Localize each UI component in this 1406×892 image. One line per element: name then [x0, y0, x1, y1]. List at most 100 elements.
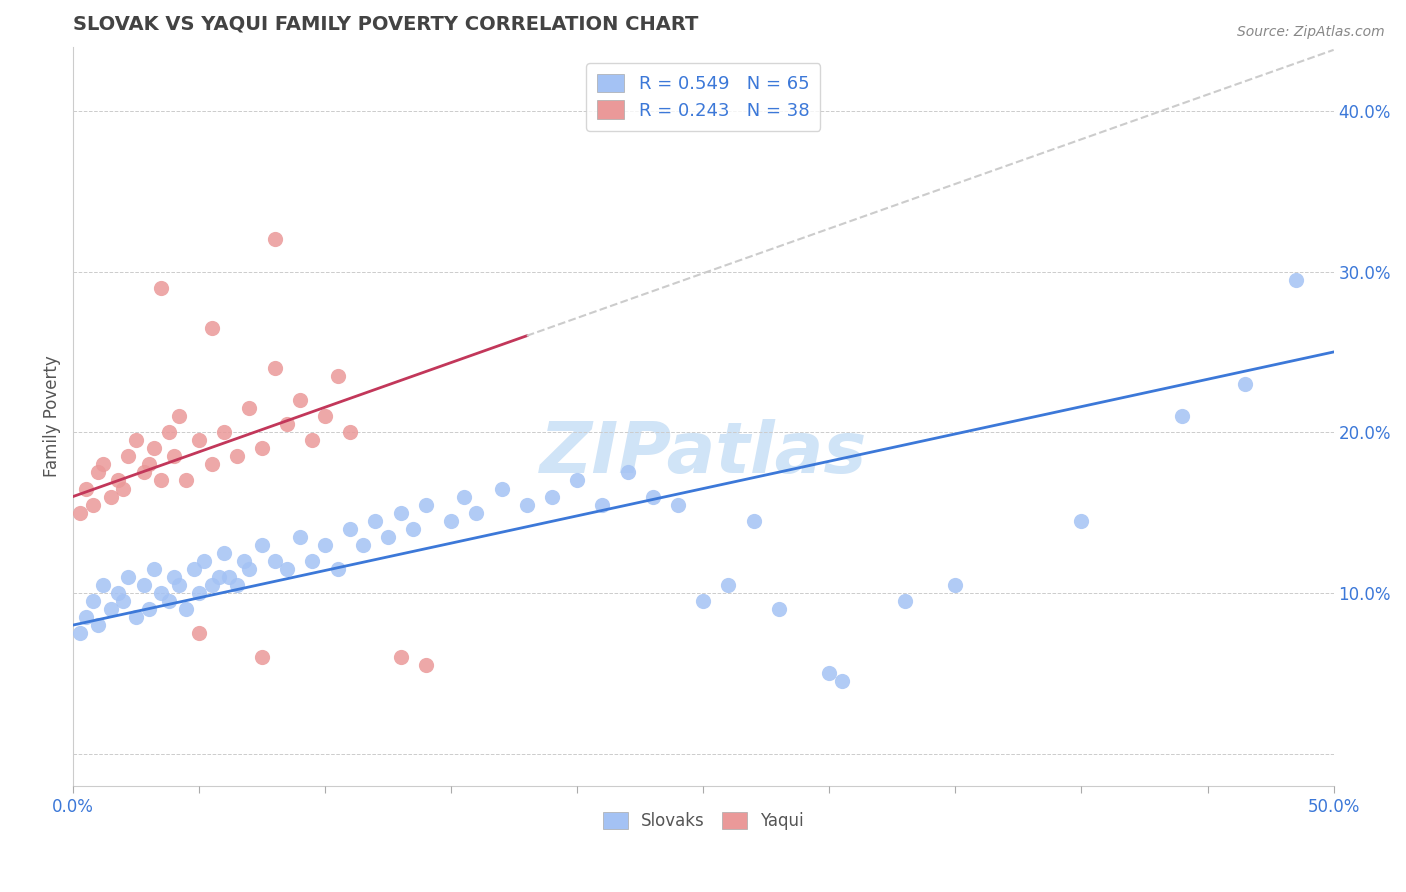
- Point: [150, 281, 173, 295]
- Point: [440, 514, 463, 528]
- Point: [276, 562, 298, 576]
- Point: [250, 442, 273, 456]
- Point: [288, 530, 311, 544]
- Point: [326, 562, 349, 576]
- Point: [138, 602, 160, 616]
- Point: [188, 434, 211, 448]
- Point: [188, 626, 211, 640]
- Point: [82, 594, 104, 608]
- Point: [107, 474, 129, 488]
- Point: [288, 393, 311, 408]
- Point: [491, 482, 513, 496]
- Point: [339, 425, 361, 440]
- Point: [415, 658, 437, 673]
- Point: [616, 466, 638, 480]
- Point: [150, 586, 173, 600]
- Text: ZIPatlas: ZIPatlas: [540, 418, 868, 488]
- Point: [250, 538, 273, 552]
- Text: SLOVAK VS YAQUI FAMILY POVERTY CORRELATION CHART: SLOVAK VS YAQUI FAMILY POVERTY CORRELATI…: [73, 15, 699, 34]
- Point: [402, 522, 425, 536]
- Point: [100, 602, 122, 616]
- Point: [69, 626, 91, 640]
- Point: [831, 674, 853, 689]
- Point: [117, 450, 139, 464]
- Point: [157, 425, 180, 440]
- Point: [201, 578, 224, 592]
- Point: [212, 425, 235, 440]
- Point: [176, 474, 198, 488]
- Point: [238, 562, 260, 576]
- Point: [142, 442, 165, 456]
- Point: [339, 522, 361, 536]
- Point: [138, 458, 160, 472]
- Point: [314, 538, 336, 552]
- Point: [326, 369, 349, 384]
- Point: [91, 458, 114, 472]
- Point: [717, 578, 740, 592]
- Point: [212, 546, 235, 560]
- Point: [225, 450, 247, 464]
- Point: [1285, 273, 1308, 287]
- Point: [692, 594, 714, 608]
- Legend: Slovaks, Yaqui: Slovaks, Yaqui: [596, 805, 810, 837]
- Point: [742, 514, 765, 528]
- Point: [364, 514, 387, 528]
- Point: [465, 506, 488, 520]
- Point: [567, 474, 589, 488]
- Point: [263, 361, 285, 376]
- Point: [125, 434, 148, 448]
- Point: [1234, 377, 1257, 392]
- Point: [389, 650, 412, 665]
- Point: [163, 450, 186, 464]
- Point: [167, 409, 190, 424]
- Point: [225, 578, 247, 592]
- Point: [768, 602, 790, 616]
- Point: [176, 602, 198, 616]
- Point: [69, 506, 91, 520]
- Point: [183, 562, 205, 576]
- Point: [91, 578, 114, 592]
- Point: [208, 570, 231, 584]
- Point: [150, 474, 173, 488]
- Point: [112, 594, 135, 608]
- Point: [132, 578, 155, 592]
- Point: [167, 578, 190, 592]
- Point: [516, 498, 538, 512]
- Point: [75, 482, 97, 496]
- Point: [157, 594, 180, 608]
- Point: [188, 586, 211, 600]
- Point: [541, 490, 564, 504]
- Point: [263, 232, 285, 246]
- Point: [666, 498, 689, 512]
- Point: [117, 570, 139, 584]
- Point: [641, 490, 664, 504]
- Point: [591, 498, 613, 512]
- Text: Source: ZipAtlas.com: Source: ZipAtlas.com: [1237, 25, 1385, 39]
- Point: [132, 466, 155, 480]
- Point: [250, 650, 273, 665]
- Point: [87, 618, 110, 632]
- Point: [218, 570, 240, 584]
- Point: [238, 401, 260, 416]
- Point: [142, 562, 165, 576]
- Point: [163, 570, 186, 584]
- Point: [107, 586, 129, 600]
- Point: [301, 434, 323, 448]
- Point: [233, 554, 256, 568]
- Point: [112, 482, 135, 496]
- Point: [1070, 514, 1092, 528]
- Point: [125, 610, 148, 624]
- Point: [82, 498, 104, 512]
- Point: [100, 490, 122, 504]
- Y-axis label: Family Poverty: Family Poverty: [44, 355, 60, 477]
- Point: [945, 578, 967, 592]
- Point: [314, 409, 336, 424]
- Point: [377, 530, 399, 544]
- Point: [193, 554, 215, 568]
- Point: [818, 666, 841, 681]
- Point: [263, 554, 285, 568]
- Point: [415, 498, 437, 512]
- Point: [389, 506, 412, 520]
- Point: [453, 490, 475, 504]
- Point: [894, 594, 917, 608]
